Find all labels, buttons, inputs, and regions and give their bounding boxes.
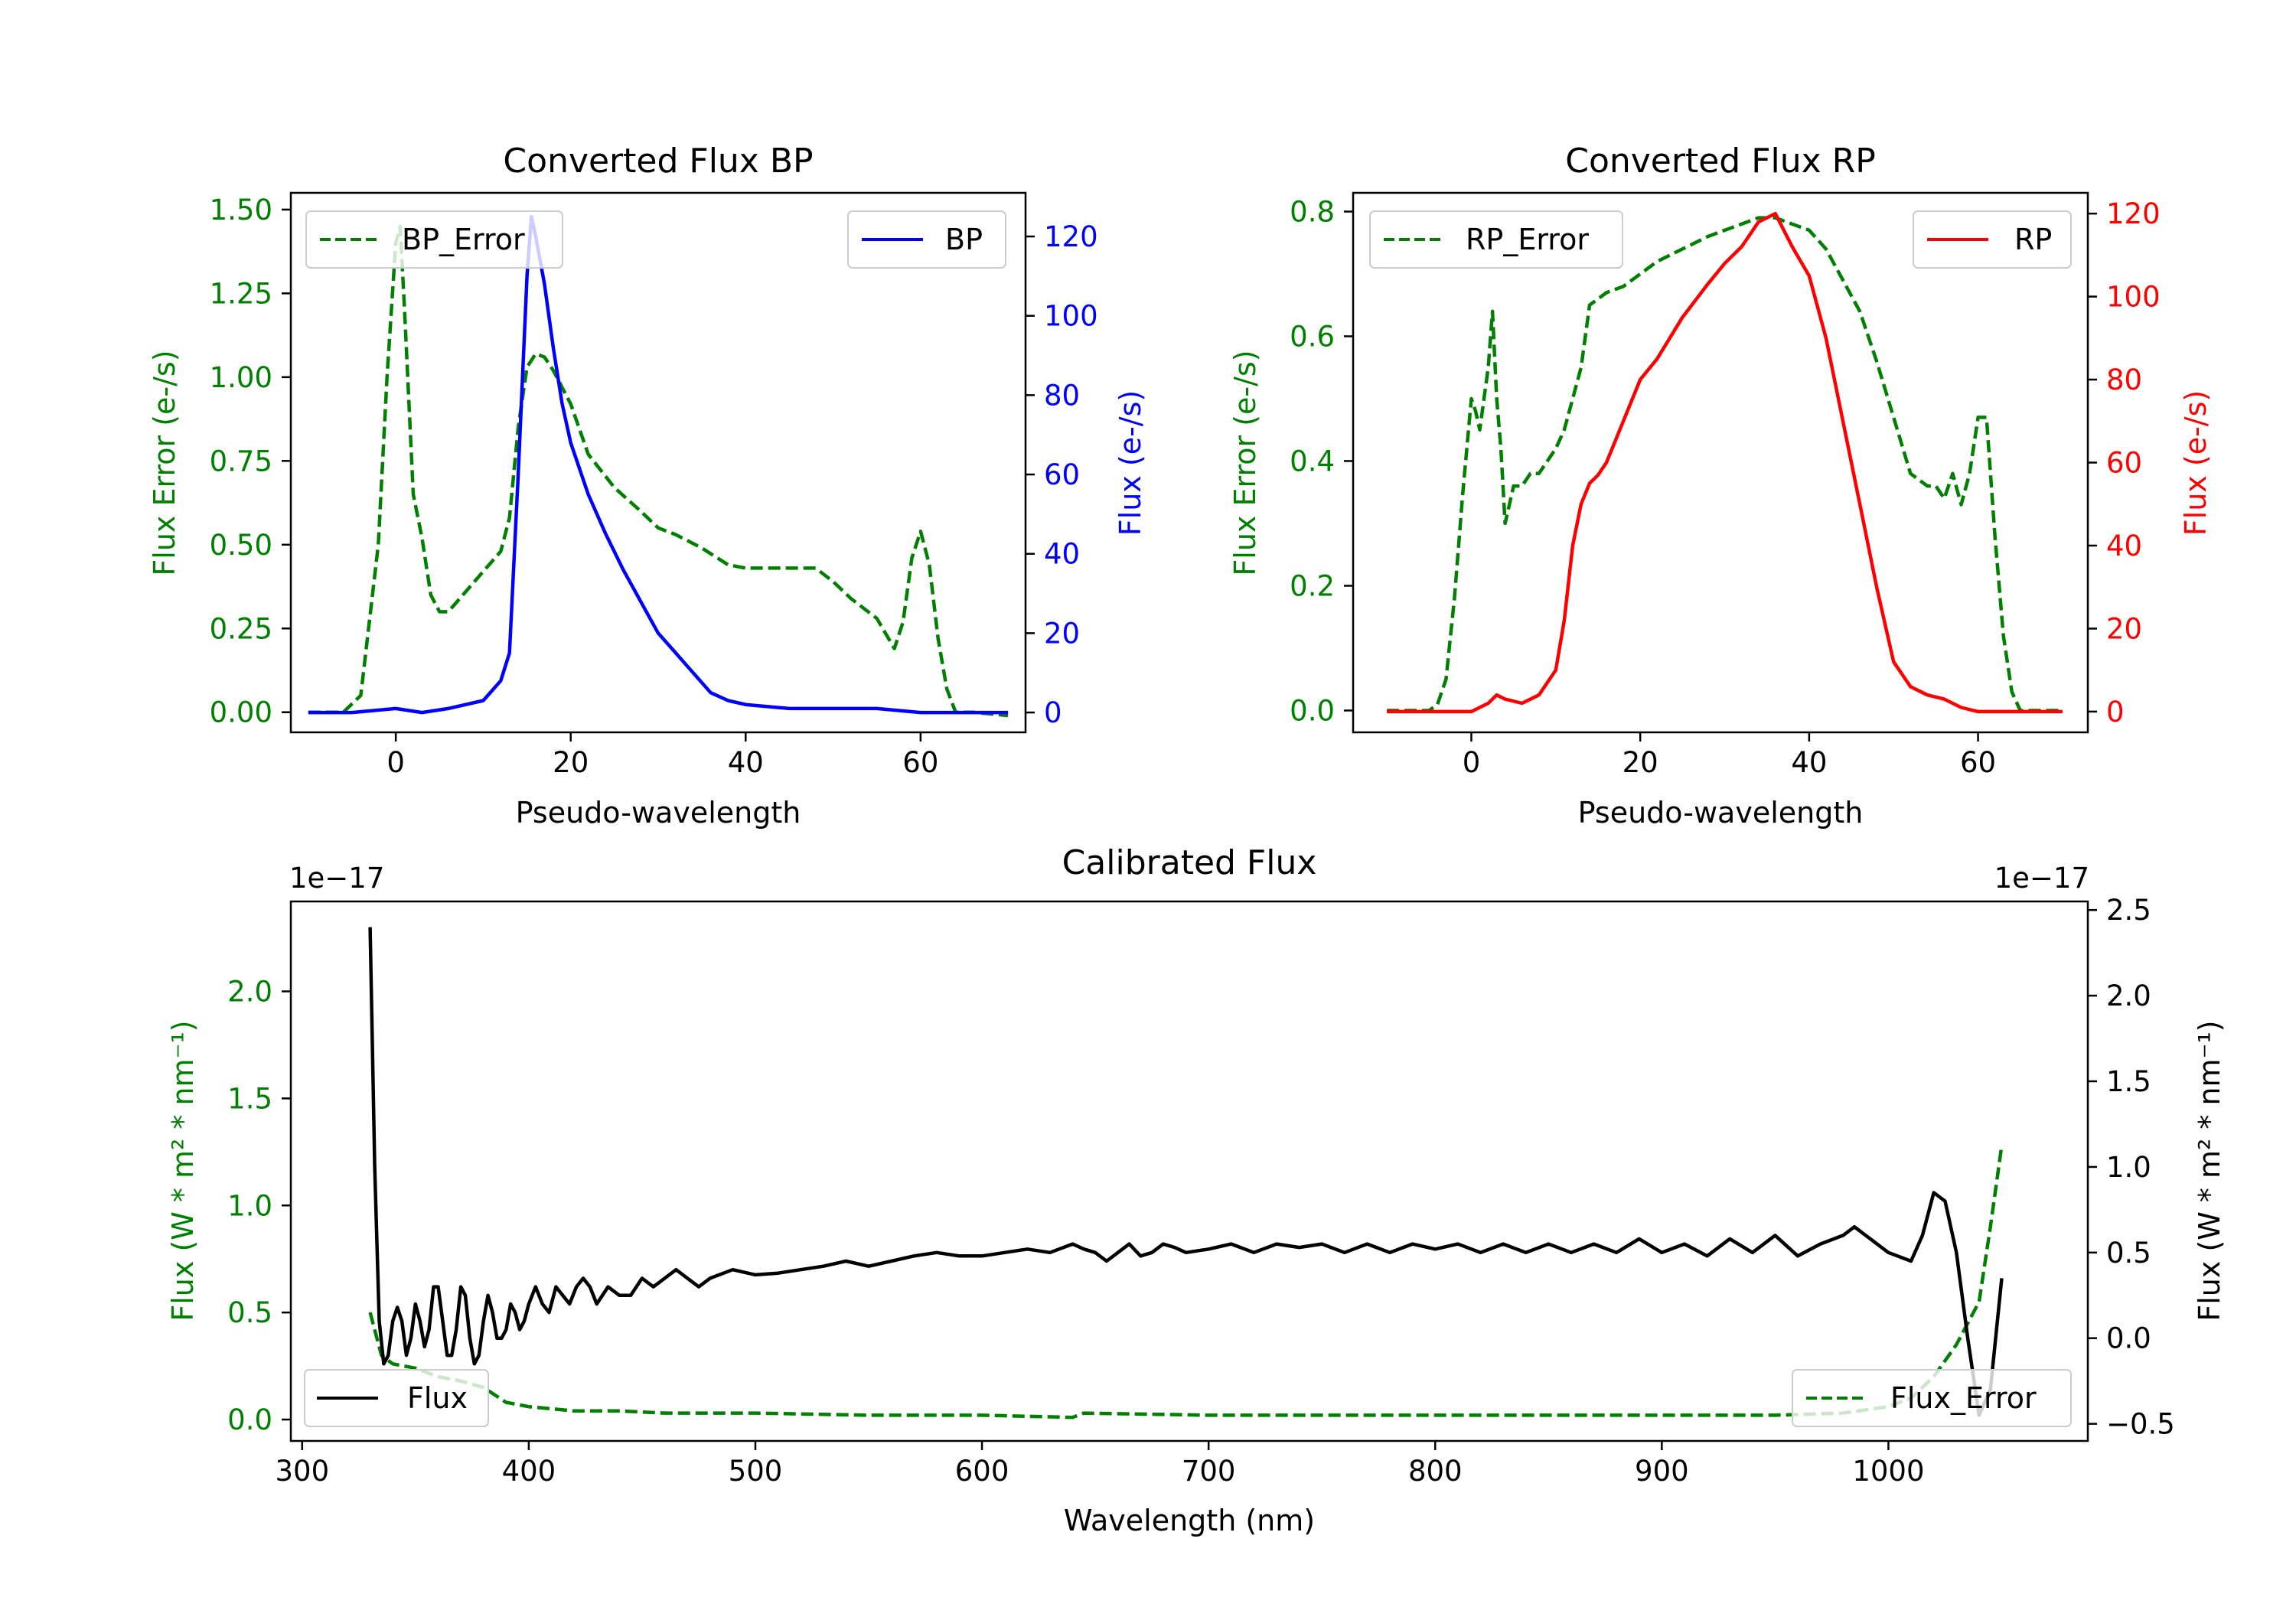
cal-ytick-right-label: −0.5 bbox=[2106, 1408, 2175, 1441]
cal-ylabel-right: Flux (W * m² * nm⁻¹) bbox=[2193, 1020, 2226, 1321]
cal-ytick-left-label: 0.0 bbox=[227, 1403, 272, 1436]
rp-series-flux-line bbox=[1387, 211, 2063, 714]
rp-ytick-right-label: 40 bbox=[2106, 530, 2142, 562]
cal-ytick-left-label: 0.5 bbox=[227, 1296, 272, 1329]
panel-rp: Converted Flux RP 0 20 40 60 0.0 0.2 0.4 0.6 0.8… bbox=[1228, 142, 2213, 830]
cal-ytick-right-label: 2.5 bbox=[2106, 894, 2151, 927]
bp-legend-flux: BP bbox=[847, 210, 1006, 269]
bp-ytick-left-label: 1.00 bbox=[210, 361, 272, 394]
bp-ylabel-right: Flux (e-/s) bbox=[1114, 390, 1147, 536]
cal-series-flux-line bbox=[368, 927, 2004, 1417]
bp-title: Converted Flux BP bbox=[503, 142, 813, 181]
rp-ytick-right-label: 20 bbox=[2106, 612, 2142, 645]
bp-ylabel-left: Flux Error (e-/s) bbox=[148, 350, 181, 575]
bp-ytick-left-label: 0.75 bbox=[210, 445, 272, 478]
rp-ytick-right-label: 60 bbox=[2106, 447, 2142, 480]
rp-ytick-left-label: 0.8 bbox=[1290, 195, 1335, 228]
rp-ytick-right-label: 120 bbox=[2106, 197, 2161, 230]
bp-ytick-left-label: 1.25 bbox=[210, 277, 272, 310]
bp-ytick-right-label: 80 bbox=[1044, 379, 1080, 412]
cal-offset-left: 1e−17 bbox=[289, 862, 384, 895]
rp-title: Converted Flux RP bbox=[1565, 142, 1876, 181]
rp-xtick-label: 40 bbox=[1791, 746, 1827, 779]
bp-ytick-right-label: 20 bbox=[1044, 617, 1080, 650]
bp-ytick-left-label: 1.50 bbox=[210, 194, 272, 227]
bp-ytick-left-label: 0.25 bbox=[210, 612, 272, 645]
cal-title: Calibrated Flux bbox=[1062, 843, 1317, 882]
cal-ytick-left-label: 1.5 bbox=[227, 1082, 272, 1115]
rp-legend-error: RP_Error bbox=[1369, 210, 1623, 269]
bp-legend-flux-label: BP bbox=[945, 223, 983, 256]
rp-xtick-label: 20 bbox=[1623, 746, 1658, 779]
cal-axes-frame bbox=[289, 900, 2089, 1442]
rp-ytick-left-label: 0.6 bbox=[1290, 320, 1335, 353]
cal-ytick-left-label: 2.0 bbox=[227, 976, 272, 1009]
bp-ytick-right-label: 40 bbox=[1044, 538, 1080, 571]
rp-legend-flux: RP bbox=[1913, 210, 2072, 269]
cal-ytick-right-label: 0.5 bbox=[2106, 1237, 2151, 1270]
cal-xtick-label: 400 bbox=[502, 1455, 556, 1488]
bp-xtick-label: 40 bbox=[728, 746, 764, 779]
rp-ytick-left-label: 0.4 bbox=[1290, 445, 1335, 478]
cal-legend-error-label: Flux_Error bbox=[1890, 1381, 2037, 1415]
rp-ytick-right-label: 0 bbox=[2106, 696, 2125, 729]
bp-ytick-right-label: 0 bbox=[1044, 696, 1062, 729]
rp-ytick-left-label: 0.0 bbox=[1290, 694, 1335, 727]
panel-calibrated: Calibrated Flux 1e−17 1e−17 300 400 500 600… bbox=[166, 843, 2226, 1537]
bp-legend-error: BP_Error bbox=[305, 210, 563, 269]
bp-xtick-label: 60 bbox=[902, 746, 938, 779]
rp-xlabel: Pseudo-wavelength bbox=[1578, 796, 1864, 830]
cal-legend-flux: Flux bbox=[304, 1369, 489, 1427]
bp-xtick-label: 20 bbox=[553, 746, 589, 779]
cal-xtick-label: 500 bbox=[729, 1455, 783, 1488]
rp-legend-error-label: RP_Error bbox=[1466, 223, 1589, 256]
bp-xlabel: Pseudo-wavelength bbox=[516, 796, 801, 830]
rp-ytick-right-label: 80 bbox=[2106, 363, 2142, 396]
cal-xtick-label: 900 bbox=[1635, 1455, 1689, 1488]
cal-ytick-right-label: 2.0 bbox=[2106, 980, 2151, 1012]
rp-ylabel-right: Flux (e-/s) bbox=[2179, 390, 2213, 536]
rp-ytick-left-label: 0.2 bbox=[1290, 569, 1335, 602]
bp-ytick-right-label: 100 bbox=[1044, 300, 1098, 333]
cal-legend-error: Flux_Error bbox=[1792, 1369, 2072, 1427]
bp-ytick-right-label: 120 bbox=[1044, 220, 1098, 253]
bp-axes-frame bbox=[289, 191, 1027, 734]
rp-ytick-right-label: 100 bbox=[2106, 281, 2161, 314]
bp-ytick-right-label: 60 bbox=[1044, 458, 1080, 491]
bp-xtick-label: 0 bbox=[386, 746, 405, 779]
bp-series-error-line bbox=[308, 224, 1009, 718]
bp-series-flux-line bbox=[308, 214, 1009, 715]
cal-ytick-left-label: 1.0 bbox=[227, 1189, 272, 1222]
cal-offset-right: 1e−17 bbox=[1994, 862, 2089, 895]
cal-legend-flux-label: Flux bbox=[407, 1381, 468, 1415]
rp-legend-flux-label: RP bbox=[2014, 223, 2052, 256]
rp-series-error-line bbox=[1387, 216, 2063, 712]
cal-ytick-right-label: 0.0 bbox=[2106, 1322, 2151, 1355]
bp-ytick-left-label: 0.50 bbox=[210, 529, 272, 562]
bp-ytick-left-label: 0.00 bbox=[210, 696, 272, 729]
cal-xtick-label: 1000 bbox=[1852, 1455, 1924, 1488]
cal-ytick-right-label: 1.5 bbox=[2106, 1065, 2151, 1098]
cal-xtick-label: 800 bbox=[1408, 1455, 1463, 1488]
cal-ylabel-left: Flux (W * m² * nm⁻¹) bbox=[166, 1020, 200, 1321]
cal-xlabel: Wavelength (nm) bbox=[1064, 1504, 1315, 1537]
cal-ytick-right-label: 1.0 bbox=[2106, 1151, 2151, 1184]
cal-xtick-label: 700 bbox=[1182, 1455, 1236, 1488]
panel-bp: Converted Flux BP 0 20 40 60 0.00 0.25 0.50 0.7… bbox=[148, 142, 1147, 830]
rp-xtick-label: 0 bbox=[1463, 746, 1481, 779]
cal-xtick-label: 600 bbox=[955, 1455, 1009, 1488]
bp-legend-error-label: BP_Error bbox=[402, 223, 525, 256]
rp-ylabel-left: Flux Error (e-/s) bbox=[1228, 350, 1262, 575]
cal-xtick-label: 300 bbox=[275, 1455, 329, 1488]
rp-xtick-label: 60 bbox=[1960, 746, 1996, 779]
